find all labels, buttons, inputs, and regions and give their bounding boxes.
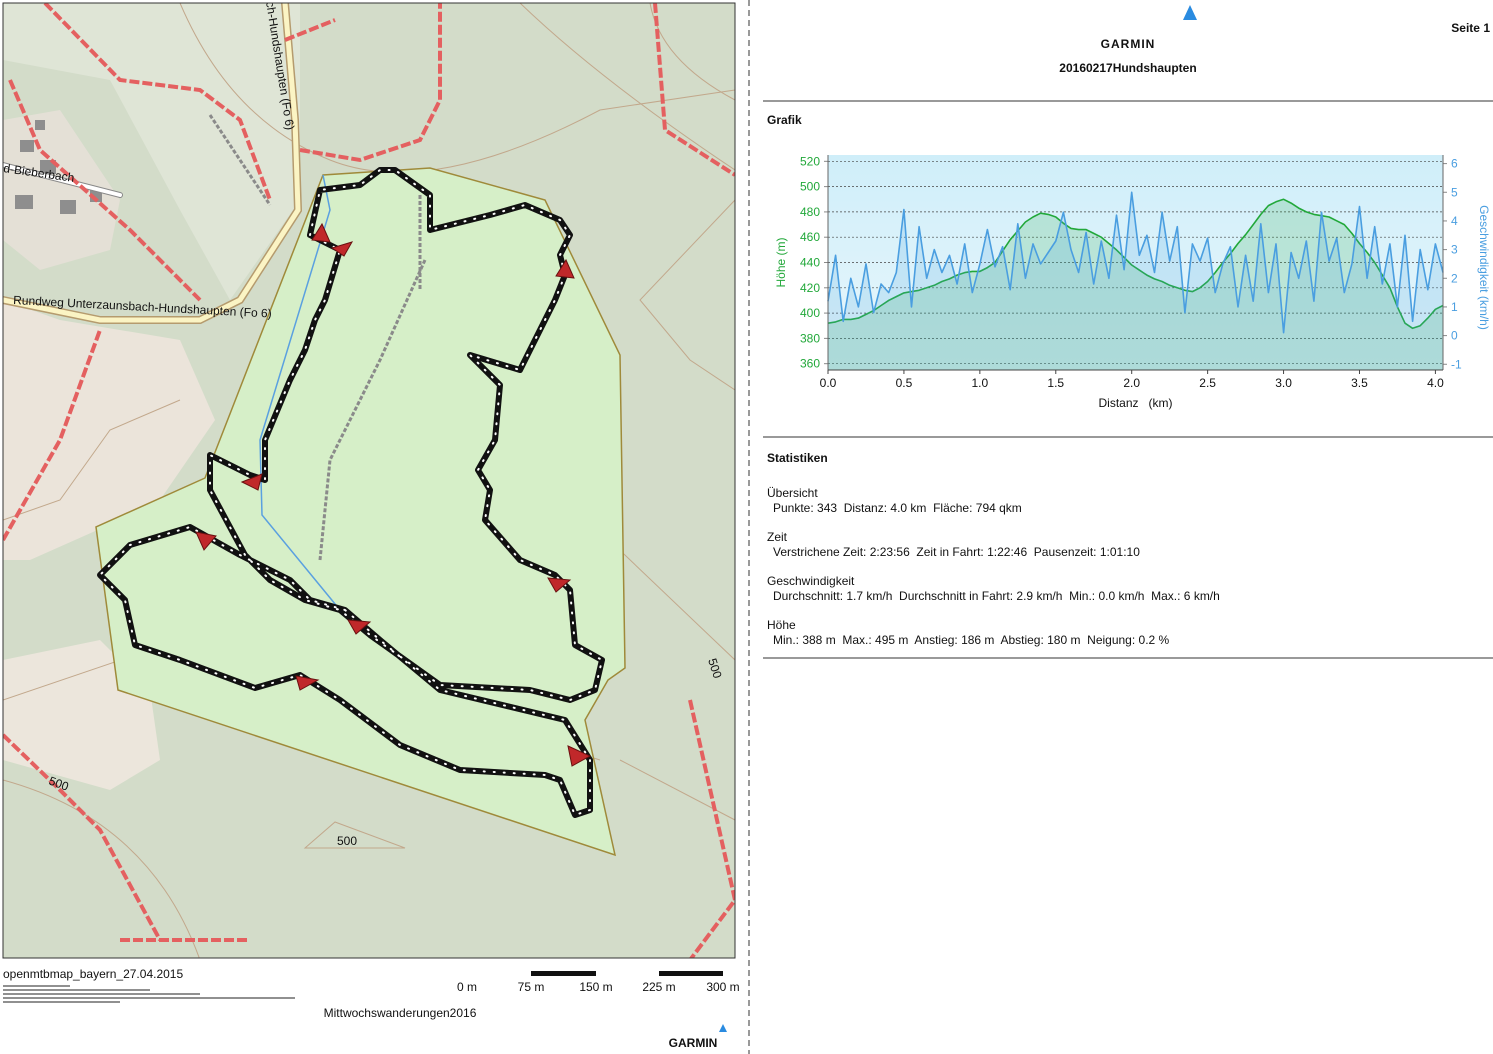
stat-text: Punkte: 343 Distanz: 4.0 km Fläche: 794 … — [773, 501, 1022, 515]
map-label: 500 — [47, 774, 71, 794]
x-tick-label: 0.0 — [820, 376, 837, 390]
map-label: 500 — [705, 657, 725, 681]
paths — [208, 114, 427, 561]
y2-tick-label: 1 — [1451, 300, 1458, 314]
y-tick-label: 440 — [800, 256, 820, 270]
scale-bar — [531, 971, 596, 976]
map-source: openmtbmap_bayern_27.04.2015 — [3, 967, 183, 981]
y2-tick-label: -1 — [1451, 357, 1462, 371]
section-title: Statistiken — [767, 451, 828, 465]
y2-tick-label: 5 — [1451, 185, 1458, 199]
page-number: Seite 1 — [1451, 21, 1490, 35]
y-tick-label: 520 — [800, 154, 820, 168]
map-frame — [2, 2, 736, 959]
stat-text: Durchschnitt: 1.7 km/h Durchschnitt in F… — [773, 589, 1220, 603]
map-title: Mittwochswanderungen2016 — [324, 1006, 477, 1020]
chart: 360 380 400 420 440 460 480 500 520 -1 0 1 2 3 4 5 6 0.0 0… — [774, 154, 1491, 410]
y2-tick-label: 6 — [1451, 157, 1458, 171]
header-logo: GARMIN — [1101, 37, 1156, 51]
logo-mark — [719, 1024, 727, 1032]
y2-tick-label: 2 — [1451, 271, 1458, 285]
stat-heading: Zeit — [767, 530, 788, 544]
stat-text: Min.: 388 m Max.: 495 m Anstieg: 186 m A… — [773, 633, 1170, 647]
scale-bar — [659, 971, 723, 976]
fine-print — [3, 985, 295, 1003]
series-area — [828, 192, 1443, 370]
x-axis-label: Distanz (km) — [1098, 396, 1172, 410]
series-line — [827, 191, 1444, 334]
logo-mark — [1183, 5, 1197, 20]
series-line — [827, 198, 1444, 330]
scale-label: 75 m — [518, 980, 545, 994]
x-tick-label: 2.5 — [1199, 376, 1216, 390]
map-area — [3, 3, 300, 300]
stat-heading: Geschwindigkeit — [767, 574, 855, 588]
x-tick-label: 3.5 — [1351, 376, 1368, 390]
x-tick-label: 1.0 — [972, 376, 989, 390]
y-tick-label: 360 — [800, 357, 820, 371]
y-axis-label: Höhe (m) — [774, 237, 788, 287]
stat-heading: Übersicht — [767, 486, 818, 500]
y-tick-label: 500 — [800, 180, 820, 194]
y2-axis-label: Geschwindigkeit (km/h) — [1477, 205, 1491, 330]
x-tick-label: 1.5 — [1047, 376, 1064, 390]
y2-tick-label: 0 — [1451, 329, 1458, 343]
stat-text: Verstrichene Zeit: 2:23:56 Zeit in Fahrt… — [773, 545, 1140, 559]
scale-label: 225 m — [642, 980, 675, 994]
roads — [3, 3, 303, 324]
area-polygon — [95, 167, 626, 857]
x-tick-label: 4.0 — [1427, 376, 1444, 390]
y-tick-label: 380 — [800, 331, 820, 345]
x-tick-label: 2.0 — [1123, 376, 1140, 390]
y2-tick-label: 3 — [1451, 243, 1458, 257]
stat-heading: Höhe — [767, 618, 796, 632]
y-tick-label: 460 — [800, 230, 820, 244]
report-title: 20160217Hundshaupten — [1059, 61, 1196, 75]
map: d-Bieberbach ch-Hundshaupten (Fo 6) Rund… — [3, 3, 735, 958]
scale-label: 150 m — [579, 980, 612, 994]
stream — [259, 174, 341, 611]
y-tick-label: 400 — [800, 306, 820, 320]
direction-arrows — [195, 222, 592, 767]
footer-logo: GARMIN — [669, 1036, 718, 1050]
scale-label: 0 m — [457, 980, 477, 994]
map-area — [3, 300, 215, 560]
map-label: 500 — [337, 834, 357, 848]
marked-trails — [3, 3, 735, 958]
x-tick-label: 3.0 — [1275, 376, 1292, 390]
y-tick-label: 420 — [800, 281, 820, 295]
scale-label: 300 m — [706, 980, 739, 994]
section-title: Grafik — [767, 113, 802, 127]
series-area — [828, 199, 1443, 370]
x-tick-label: 0.5 — [896, 376, 913, 390]
y2-tick-label: 4 — [1451, 214, 1458, 228]
y-tick-label: 480 — [800, 205, 820, 219]
